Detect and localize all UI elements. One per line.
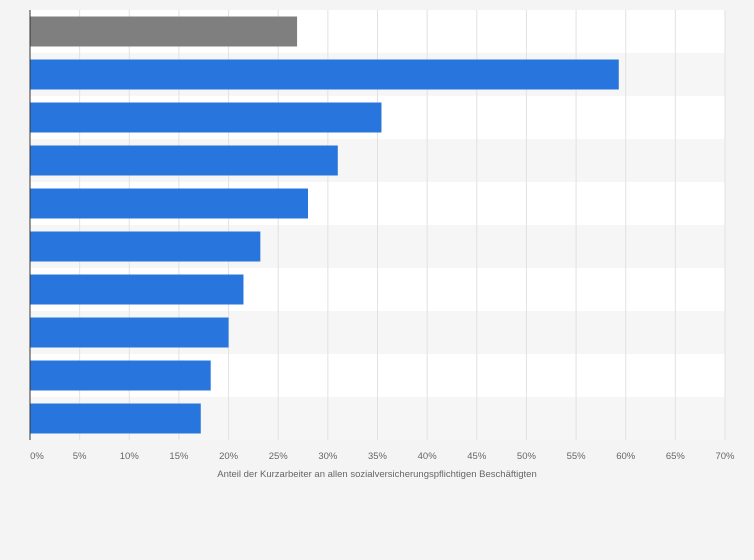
x-axis-title: Anteil der Kurzarbeiter an allen sozialv… <box>217 469 536 480</box>
x-tick-label: 70% <box>715 451 735 462</box>
bar[interactable] <box>30 188 308 219</box>
bar[interactable] <box>30 403 201 434</box>
bar[interactable] <box>30 102 382 133</box>
x-tick-label: 15% <box>169 451 189 462</box>
x-tick-label: 45% <box>467 451 487 462</box>
bar[interactable] <box>30 231 261 262</box>
x-tick-label: 65% <box>666 451 686 462</box>
bar[interactable] <box>30 145 338 176</box>
bar[interactable] <box>30 274 244 305</box>
bar[interactable] <box>30 59 619 90</box>
x-tick-labels: 0% 5% 10% 15% 20% 25% 30% 35% 40% 45% 50% 55% 60% 65%… <box>30 451 735 462</box>
x-tick-label: 0% <box>30 451 44 462</box>
x-tick-label: 35% <box>368 451 388 462</box>
bars <box>30 16 619 434</box>
x-tick-label: 55% <box>567 451 587 462</box>
x-tick-label: 30% <box>318 451 338 462</box>
x-tick-label: 20% <box>219 451 239 462</box>
x-tick-label: 25% <box>269 451 289 462</box>
x-tick-label: 60% <box>616 451 636 462</box>
bar[interactable] <box>30 16 298 47</box>
bar[interactable] <box>30 360 211 391</box>
x-tick-label: 40% <box>418 451 438 462</box>
x-tick-label: 50% <box>517 451 537 462</box>
bar[interactable] <box>30 317 229 348</box>
x-tick-label: 10% <box>120 451 140 462</box>
x-tick-label: 5% <box>73 451 87 462</box>
